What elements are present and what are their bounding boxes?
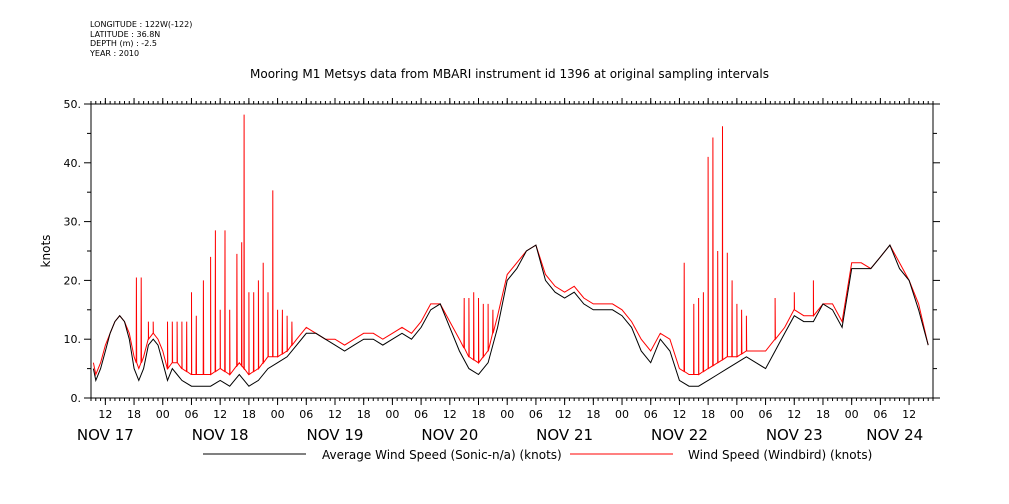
x-tick-label: 06 [644, 408, 658, 421]
x-tick-label: 12 [558, 408, 572, 421]
x-tick-label: 18 [816, 408, 830, 421]
chart-title: Mooring M1 Metsys data from MBARI instru… [250, 67, 769, 81]
x-tick-label: 00 [156, 408, 170, 421]
x-tick-label: 18 [701, 408, 715, 421]
x-tick-label: 12 [443, 408, 457, 421]
x-tick-label: 12 [98, 408, 112, 421]
x-tick-label: 18 [242, 408, 256, 421]
date-label: NOV 21 [536, 426, 593, 444]
y-tick-label: 0. [71, 392, 82, 405]
x-tick-label: 18 [586, 408, 600, 421]
series-average-line [92, 244, 929, 387]
metadata-latitude: LATITUDE : 36.8N [90, 29, 161, 39]
x-tick-label: 18 [127, 408, 141, 421]
x-tick-label: 00 [730, 408, 744, 421]
x-tick-label: 00 [385, 408, 399, 421]
x-tick-label: 18 [472, 408, 486, 421]
date-label: NOV 24 [866, 426, 923, 444]
x-tick-label: 12 [672, 408, 686, 421]
series-windbird-line [92, 114, 929, 377]
date-label: NOV 18 [192, 426, 249, 444]
x-tick-label: 12 [787, 408, 801, 421]
x-tick-label: 12 [328, 408, 342, 421]
x-tick-label: 06 [873, 408, 887, 421]
y-tick-label: 10. [64, 333, 82, 346]
legend-average-label: Average Wind Speed (Sonic-n/a) (knots) [322, 448, 562, 462]
x-tick-label: 12 [902, 408, 916, 421]
x-tick-label: 00 [271, 408, 285, 421]
x-tick-label: 00 [500, 408, 514, 421]
y-axis-label: knots [39, 235, 53, 268]
date-label: NOV 23 [766, 426, 823, 444]
date-label: NOV 20 [421, 426, 478, 444]
x-tick-label: 18 [357, 408, 371, 421]
metadata-year: YEAR : 2010 [90, 48, 140, 58]
x-tick-label: 06 [414, 408, 428, 421]
x-tick-label: 06 [299, 408, 313, 421]
legend-windbird-label: Wind Speed (Windbird) (knots) [688, 448, 872, 462]
x-tick-label: 06 [184, 408, 198, 421]
x-tick-label: 12 [213, 408, 227, 421]
y-tick-label: 40. [64, 157, 82, 170]
date-label: NOV 17 [77, 426, 134, 444]
metadata-longitude: LONGITUDE : 122W(-122) [90, 20, 193, 29]
date-label: NOV 22 [651, 426, 708, 444]
x-tick-label: 00 [615, 408, 629, 421]
date-label: NOV 19 [307, 426, 364, 444]
x-tick-label: 06 [529, 408, 543, 421]
plot-frame [90, 103, 934, 399]
x-tick-label: 06 [759, 408, 773, 421]
metadata-block: LONGITUDE : 122W(-122) LATITUDE : 36.8N … [90, 20, 192, 58]
y-tick-label: 20. [64, 274, 82, 287]
x-tick-label: 00 [845, 408, 859, 421]
y-tick-label: 50. [64, 98, 82, 111]
y-tick-label: 30. [64, 216, 82, 229]
metadata-depth: DEPTH (m) : -2.5 [90, 39, 157, 48]
